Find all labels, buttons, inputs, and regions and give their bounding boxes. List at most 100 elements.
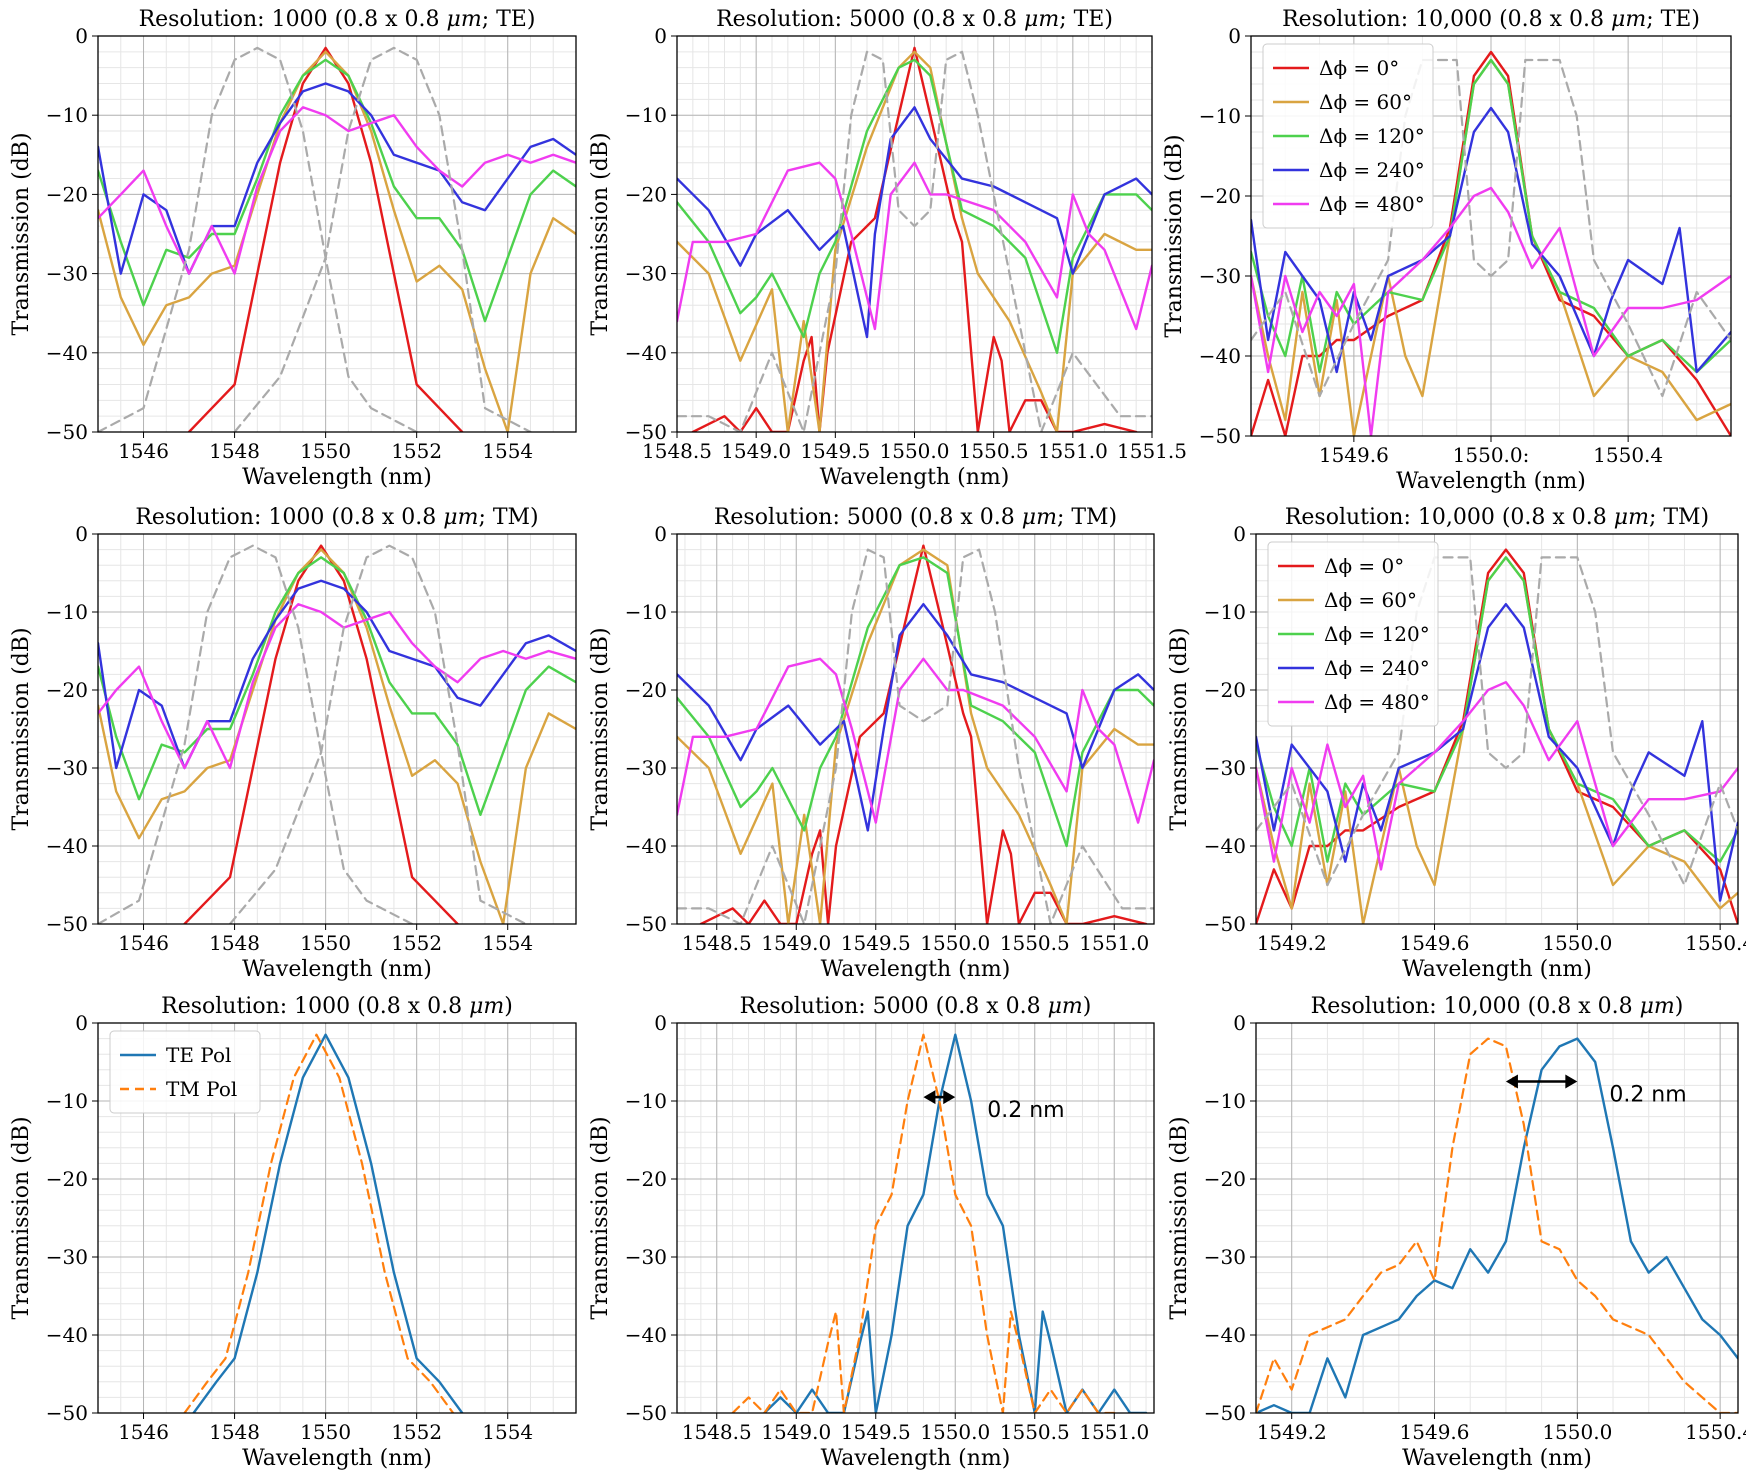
chart-panel-8: 1548.5 1549.0 1549.5 1550.0 1550.5 1551.0 0 −10…: [588, 994, 1155, 1471]
x-tick-label: 1549.0: [761, 931, 831, 955]
legend-label: Δϕ = 480°: [1319, 192, 1425, 216]
y-tick-label: −40: [625, 341, 667, 365]
y-tick-label: −50: [1199, 424, 1241, 448]
y-tick-label: 0: [1233, 522, 1246, 546]
chart-title: Resolution: 1000 (0.8 x 0.8 μm): [161, 994, 513, 1019]
x-axis-label: Wavelength (nm): [1402, 1446, 1592, 1471]
x-tick-label: 1554: [482, 931, 533, 955]
x-tick-label: 1551.0: [1079, 1420, 1149, 1444]
y-tick-label: −10: [1199, 104, 1241, 128]
reference-line: [98, 46, 418, 432]
series-line: [183, 1033, 455, 1413]
legend-label: TE Pol: [166, 1043, 231, 1067]
x-tick-label: 1549.2: [1257, 1420, 1327, 1444]
y-axis-label: Transmission (dB): [1167, 1116, 1192, 1319]
x-tick-label: 1550.0:: [1453, 443, 1530, 467]
x-tick-label: 1550.0: [920, 1420, 990, 1444]
legend: Δϕ = 0° Δϕ = 60° Δϕ = 120° Δϕ = 240° Δϕ = 48…: [1267, 541, 1439, 727]
x-tick-label: 1552: [391, 931, 442, 955]
y-tick-label: −30: [46, 756, 88, 780]
chart-title: Resolution: 10,000 (0.8 x 0.8 μm): [1311, 994, 1684, 1019]
y-tick-label: −50: [1204, 912, 1246, 936]
y-axis-label: Transmission (dB): [1167, 627, 1192, 830]
y-tick-label: −10: [46, 600, 88, 624]
y-tick-label: −50: [625, 912, 667, 936]
axes-frame: [676, 533, 1155, 925]
y-axis-label: Transmission (dB): [9, 1116, 34, 1319]
x-tick-label: 1548.5: [642, 439, 712, 463]
reference-line: [233, 46, 532, 432]
arrow-head-right: [1565, 1074, 1578, 1089]
legend-label: Δϕ = 60°: [1324, 588, 1417, 612]
series-line: [98, 556, 576, 816]
axes-frame: [1255, 533, 1739, 925]
reference-line: [677, 50, 1152, 432]
y-tick-label: 0: [75, 24, 88, 48]
y-axis-label: Transmission (dB): [588, 1116, 613, 1319]
x-axis-label: Wavelength (nm): [821, 1446, 1011, 1471]
series-line: [1251, 58, 1731, 374]
reference-line: [677, 548, 1154, 924]
y-tick-label: 0: [75, 522, 88, 546]
x-axis-label: Wavelength (nm): [820, 465, 1010, 490]
series-line: [731, 1033, 1116, 1413]
chart-panel-1: 1546 1548 1550 1552 1554 0 −10 −20 −30 −40 −50 Reso…: [9, 7, 577, 490]
y-tick-label: 0: [1228, 24, 1241, 48]
y-tick-label: −50: [625, 1401, 667, 1425]
y-tick-label: −20: [1204, 1167, 1246, 1191]
x-tick-label: 1546: [118, 931, 169, 955]
x-tick-label: 1554: [482, 1420, 533, 1444]
y-tick-label: −20: [46, 182, 88, 206]
y-tick-label: −50: [46, 912, 88, 936]
y-tick-label: 0: [654, 1011, 667, 1035]
y-tick-label: −20: [46, 678, 88, 702]
x-tick-label: 1549.0: [761, 1420, 831, 1444]
x-tick-label: 1550.0: [1542, 1420, 1612, 1444]
annotation-label: 0.2 nm: [1609, 1083, 1686, 1108]
legend: TE Pol TM Pol: [109, 1030, 261, 1114]
series-group: [731, 1033, 1148, 1413]
x-axis-label: Wavelength (nm): [1402, 957, 1592, 982]
x-tick-label: 1551.0: [1079, 931, 1149, 955]
y-tick-label: −10: [1204, 600, 1246, 624]
x-tick-label: 1550.5: [1000, 931, 1070, 955]
x-tick-label: 1550.0: [880, 439, 950, 463]
y-tick-label: −10: [46, 1089, 88, 1113]
y-tick-label: −20: [625, 182, 667, 206]
x-tick-label: 1551.0: [1038, 439, 1108, 463]
x-tick-label: 1549.6: [1319, 443, 1389, 467]
y-tick-label: −30: [1204, 1245, 1246, 1269]
chart-panel-5: 1548.5 1549.0 1549.5 1550.0 1550.5 1551.0 0 −10…: [588, 505, 1155, 982]
series-line: [98, 106, 576, 275]
y-tick-label: −20: [625, 1167, 667, 1191]
minor-grid: [1255, 1022, 1738, 1414]
x-axis-label: Wavelength (nm): [242, 465, 432, 490]
y-tick-label: 0: [1233, 1011, 1246, 1035]
separation-annotation: 0.2 nm: [1505, 1074, 1687, 1108]
series-group: [677, 544, 1154, 924]
y-tick-label: −50: [46, 420, 88, 444]
y-tick-label: −20: [1199, 184, 1241, 208]
chart-panel-6: 1549.2 1549.6 1550.0 1550.4 0 −10 −20 −30 −40 −50…: [1167, 505, 1746, 982]
y-axis-label: Transmission (dB): [1162, 134, 1187, 337]
minor-grid: [677, 1022, 1154, 1414]
x-tick-label: 1550.5: [1000, 1420, 1070, 1444]
y-tick-label: 0: [75, 1011, 88, 1035]
chart-panel-7: 1546 1548 1550 1552 1554 0 −10 −20 −30 −40 −50 Reso…: [9, 994, 577, 1471]
minor-grid: [677, 533, 1154, 925]
legend-box: [1267, 541, 1439, 727]
y-axis-label: Transmission (dB): [9, 627, 34, 830]
legend-label: TM Pol: [166, 1077, 237, 1101]
x-tick-label: 1546: [118, 439, 169, 463]
chart-title: Resolution: 5000 (0.8 x 0.8 μm): [740, 994, 1092, 1019]
arrow-head-left: [923, 1090, 936, 1105]
axes-frame: [97, 35, 577, 433]
x-tick-label: 1549.6: [1400, 931, 1470, 955]
x-axis-label: Wavelength (nm): [821, 957, 1011, 982]
y-tick-label: −50: [1204, 1401, 1246, 1425]
series-line: [187, 46, 464, 432]
x-tick-label: 1549.2: [1257, 931, 1327, 955]
arrow-head-right: [943, 1090, 956, 1105]
x-tick-label: 1549.5: [841, 931, 911, 955]
